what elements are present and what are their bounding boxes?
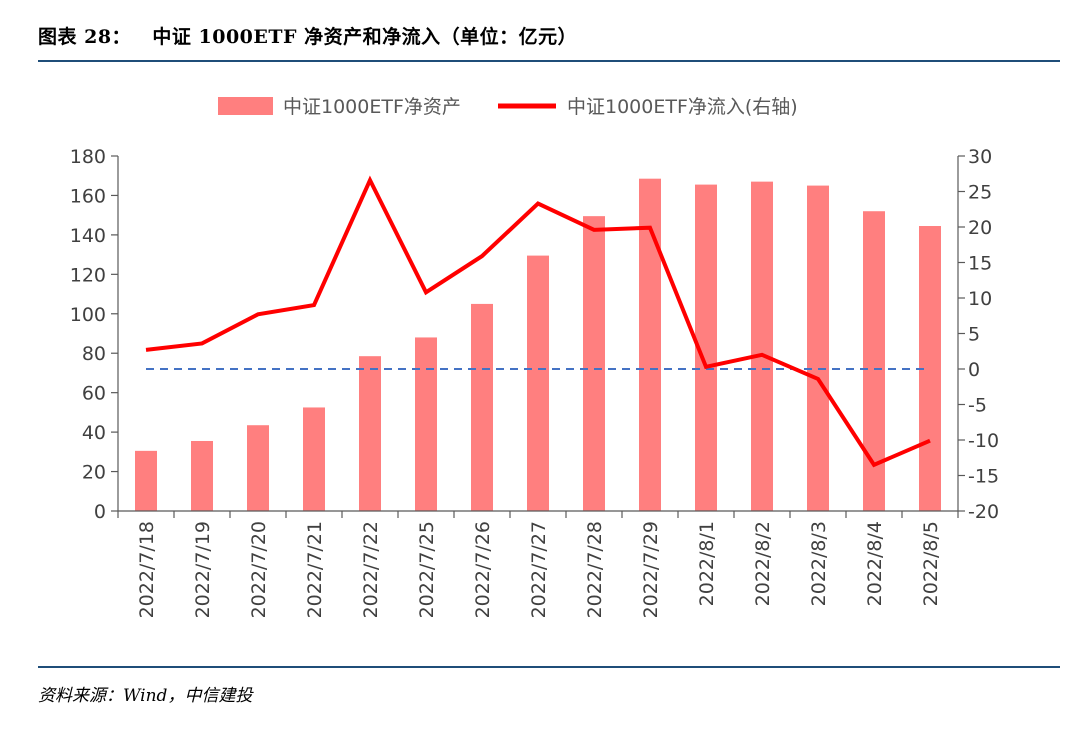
left-tick-label: 80 bbox=[82, 343, 106, 365]
right-tick-label: -10 bbox=[968, 430, 999, 452]
legend-line-label: 中证1000ETF净流入(右轴) bbox=[567, 96, 798, 118]
bottom-rule bbox=[38, 666, 1060, 668]
bar-2022-7-25 bbox=[415, 337, 437, 511]
x-tick-label: 2022/7/20 bbox=[248, 521, 270, 618]
bar-2022-7-29 bbox=[639, 178, 661, 512]
x-tick-label: 2022/8/4 bbox=[864, 521, 886, 606]
left-tick-label: 0 bbox=[94, 501, 106, 523]
x-tick-label: 2022/7/22 bbox=[360, 521, 382, 618]
left-tick-label: 180 bbox=[70, 146, 106, 168]
right-tick-label: 5 bbox=[968, 324, 980, 346]
x-tick-label: 2022/7/29 bbox=[640, 521, 662, 618]
bars bbox=[135, 178, 941, 512]
legend-bar-swatch bbox=[218, 97, 273, 115]
right-tick-label: 30 bbox=[968, 146, 992, 168]
bar-2022-8-1 bbox=[695, 184, 717, 511]
left-axis-ticks: 0 20 40 60 80 100 120 140 160 180 bbox=[70, 146, 118, 523]
left-tick-label: 20 bbox=[82, 462, 106, 484]
right-tick-label: 25 bbox=[968, 182, 992, 204]
x-tick-label: 2022/7/18 bbox=[136, 521, 158, 618]
bar-2022-7-28 bbox=[583, 216, 605, 511]
bar-2022-7-19 bbox=[191, 440, 213, 511]
x-axis-ticks: 2022/7/18 2022/7/19 2022/7/20 2022/7/21 2022… bbox=[117, 511, 959, 618]
x-tick-label: 2022/8/2 bbox=[752, 521, 774, 606]
legend-bar-label: 中证1000ETF净资产 bbox=[283, 96, 461, 118]
source-note: 资料来源：Wind，中信建投 bbox=[38, 686, 253, 706]
x-tick-label: 2022/7/21 bbox=[304, 521, 326, 618]
right-tick-label: -20 bbox=[968, 501, 999, 523]
left-tick-label: 120 bbox=[70, 264, 106, 286]
right-tick-label: 10 bbox=[968, 288, 992, 310]
figure-title: 图表 28： 中证 1000ETF 净资产和净流入（单位：亿元） bbox=[38, 26, 578, 48]
right-axis-ticks: -20 -15 -10 -5 0 5 10 15 20 25 30 bbox=[958, 146, 999, 523]
right-tick-label: 20 bbox=[968, 217, 992, 239]
x-tick-label: 2022/7/25 bbox=[416, 521, 438, 618]
top-rule bbox=[38, 60, 1060, 62]
left-tick-label: 160 bbox=[70, 185, 106, 207]
left-tick-label: 140 bbox=[70, 225, 106, 247]
x-tick-label: 2022/8/1 bbox=[696, 521, 718, 606]
x-tick-label: 2022/7/26 bbox=[472, 521, 494, 618]
bar-2022-7-20 bbox=[247, 425, 269, 511]
bar-2022-7-22 bbox=[359, 356, 381, 511]
bar-2022-7-21 bbox=[303, 407, 325, 511]
right-tick-label: -5 bbox=[968, 395, 987, 417]
bar-2022-8-5 bbox=[919, 226, 941, 511]
x-tick-label: 2022/7/19 bbox=[192, 521, 214, 618]
bar-2022-8-3 bbox=[807, 185, 829, 512]
bar-2022-7-18 bbox=[135, 450, 157, 511]
right-tick-label: 15 bbox=[968, 253, 992, 275]
left-tick-label: 60 bbox=[82, 383, 106, 405]
x-tick-label: 2022/7/27 bbox=[528, 521, 550, 618]
bar-2022-7-27 bbox=[527, 255, 549, 511]
bar-2022-7-26 bbox=[471, 303, 493, 511]
bar-2022-8-2 bbox=[751, 181, 773, 511]
legend: 中证1000ETF净资产 中证1000ETF净流入(右轴) bbox=[218, 96, 798, 118]
right-tick-label: 0 bbox=[968, 359, 980, 381]
x-tick-label: 2022/7/28 bbox=[584, 521, 606, 618]
x-tick-label: 2022/8/3 bbox=[808, 521, 830, 606]
right-tick-label: -15 bbox=[968, 466, 999, 488]
net-inflow-line bbox=[145, 175, 931, 468]
left-tick-label: 100 bbox=[70, 304, 106, 326]
x-tick-label: 2022/8/5 bbox=[920, 521, 942, 606]
left-tick-label: 40 bbox=[82, 422, 106, 444]
bar-2022-8-4 bbox=[863, 211, 885, 511]
